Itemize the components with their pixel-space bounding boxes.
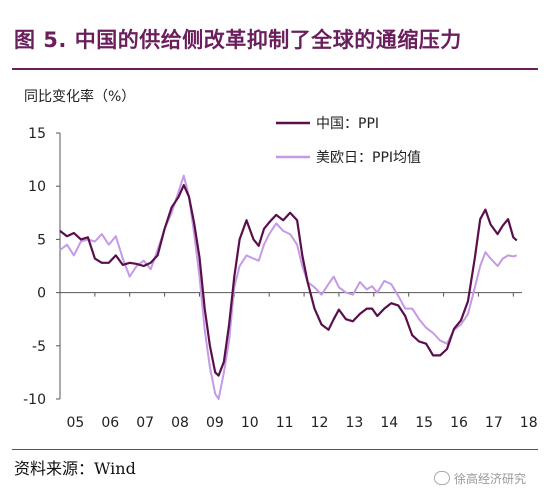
x-tick-label: 15: [415, 415, 433, 431]
chart-legend: 中国：PPI 美欧日：PPI均值: [276, 116, 421, 166]
y-tick-label: -10: [23, 392, 46, 408]
y-tick-label: -5: [32, 339, 46, 355]
ppi-line-chart: 15 10 5 0 -5 -10 05 06 07 08 09 10 11 12 13 14 15 16 17 18…: [23, 116, 538, 431]
x-tick-label: 13: [345, 415, 363, 431]
figure-title: 图 5. 中国的供给侧改革抑制了全球的通缩压力: [14, 28, 462, 52]
chart-axes: [59, 133, 522, 399]
y-axis-ticks: 15 10 5 0 -5 -10: [23, 126, 60, 408]
watermark: 徐高经济研究: [434, 470, 526, 487]
y-tick-label: 10: [28, 179, 46, 195]
legend-label-0: 中国：PPI: [316, 116, 379, 132]
x-tick-label: 12: [311, 415, 329, 431]
y-tick-label: 5: [37, 232, 46, 248]
x-tick-label: 06: [101, 415, 119, 431]
x-tick-label: 11: [276, 415, 294, 431]
title-underline: [12, 68, 538, 70]
x-tick-label: 07: [136, 415, 154, 431]
x-tick-label: 16: [450, 415, 468, 431]
series-line-china-ppi: [59, 184, 518, 377]
x-tick-label: 05: [67, 415, 85, 431]
legend-label-1: 美欧日：PPI均值: [316, 150, 421, 166]
series-lines: [59, 174, 518, 400]
y-axis-unit-label: 同比变化率（%）: [24, 89, 136, 105]
x-axis-ticks: 05 06 07 08 09 10 11 12 13 14 15 16 17 18: [59, 292, 538, 431]
footer-divider: [12, 449, 538, 450]
x-tick-label: 08: [171, 415, 189, 431]
x-tick-label: 18: [520, 415, 538, 431]
x-tick-label: 10: [241, 415, 259, 431]
wechat-icon: [434, 471, 450, 485]
y-tick-label: 15: [28, 126, 46, 142]
source-note: 资料来源：Wind: [14, 459, 136, 478]
x-tick-label: 14: [380, 415, 398, 431]
y-tick-label: 0: [37, 286, 46, 302]
x-tick-label: 17: [485, 415, 503, 431]
series-line-us-eu-jp-ppi-mean: [59, 174, 518, 400]
x-tick-label: 09: [206, 415, 224, 431]
watermark-text: 徐高经济研究: [454, 472, 527, 486]
